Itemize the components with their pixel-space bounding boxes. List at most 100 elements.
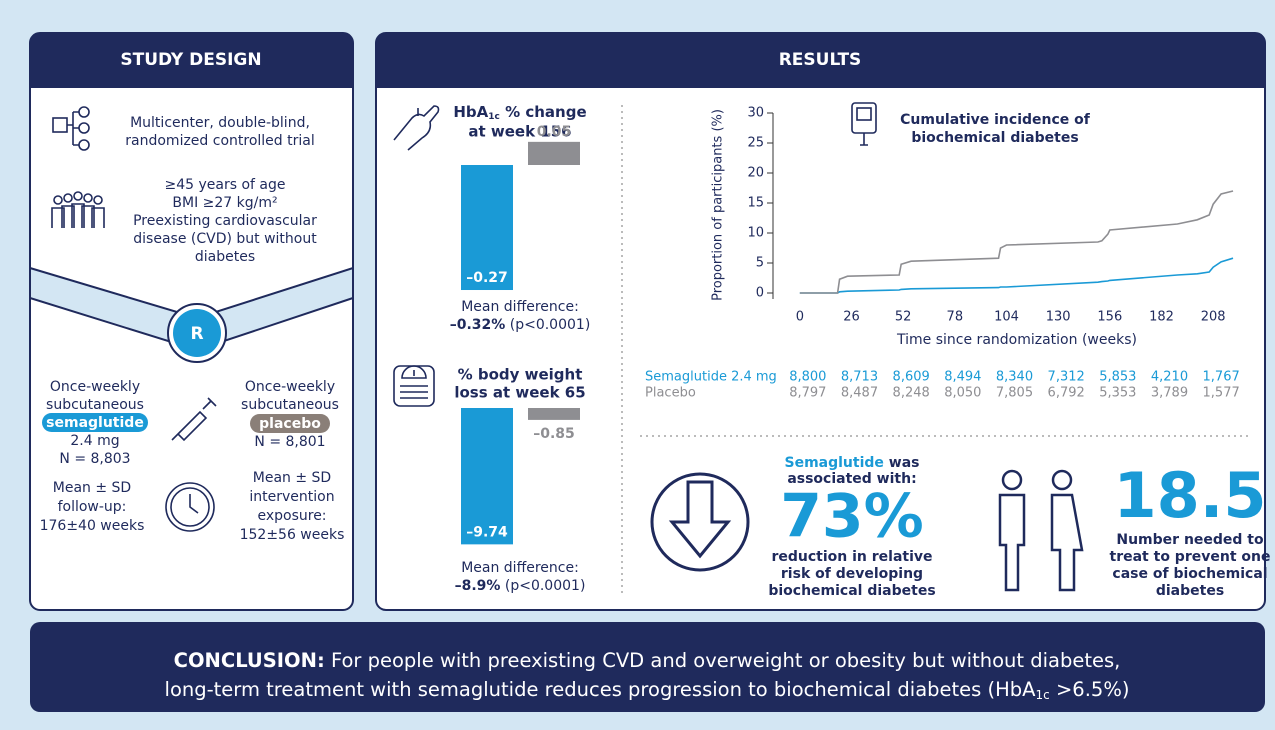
- y-axis-label: Proportion of participants (%): [711, 109, 726, 301]
- rr-desc: risk of developing: [781, 566, 923, 582]
- at-risk-name: Placebo: [645, 386, 696, 401]
- bar: [461, 165, 513, 291]
- study-title: STUDY DESIGN: [120, 50, 261, 70]
- x-tick-label: 208: [1201, 310, 1226, 325]
- placebo-pill: [250, 414, 330, 433]
- arm-text: subcutaneous: [241, 397, 339, 413]
- bar-title: HbA1c % change: [453, 103, 586, 122]
- bar-value-label: 0.05: [537, 124, 572, 140]
- scale-icon: [393, 365, 435, 407]
- line-title: biochemical diabetes: [911, 130, 1078, 146]
- at-risk-count: 8,800: [789, 370, 826, 385]
- at-risk-count: 8,713: [841, 370, 878, 385]
- conclusion-line: long-term treatment with semaglutide red…: [165, 678, 1130, 702]
- population-line: ≥45 years of age: [165, 177, 286, 193]
- population-line: diabetes: [195, 249, 255, 265]
- x-tick-label: 0: [796, 310, 804, 325]
- x-axis-label: Time since randomization (weeks): [896, 332, 1137, 348]
- arm-drug: placebo: [259, 416, 321, 432]
- arm-n: N = 8,803: [59, 451, 130, 467]
- x-tick-label: 156: [1097, 310, 1122, 325]
- bar-value-label: –0.85: [533, 426, 575, 442]
- x-tick-label: 78: [947, 310, 964, 325]
- nnt-desc: case of biochemical: [1112, 566, 1267, 582]
- bar-value-label: –0.27: [466, 270, 508, 286]
- arm-dose: 2.4 mg: [70, 433, 119, 449]
- mean-diff-label: Mean difference:: [461, 560, 579, 576]
- at-risk-count: 8,340: [996, 370, 1033, 385]
- follow-up: Mean ± SD: [53, 480, 131, 496]
- design-icon: [52, 106, 90, 151]
- bar-value-label: –9.74: [466, 524, 508, 540]
- follow-up: follow-up:: [58, 499, 127, 515]
- y-tick-label: 5: [756, 256, 764, 271]
- syringe-icon: [171, 397, 217, 442]
- at-risk-count: 8,797: [789, 386, 826, 401]
- nnt-value: 18.5: [1114, 459, 1267, 532]
- at-risk-count: 8,050: [944, 386, 981, 401]
- mean-diff: –0.32% (p<0.0001): [450, 317, 591, 333]
- at-risk-count: 1,767: [1203, 370, 1240, 385]
- arm-drug: semaglutide: [46, 415, 144, 431]
- y-tick-label: 10: [747, 226, 764, 241]
- randomization: R: [190, 324, 203, 344]
- at-risk-count: 6,792: [1048, 386, 1085, 401]
- bar-title: % body weight: [458, 366, 583, 384]
- rr-desc: biochemical diabetes: [768, 583, 935, 599]
- bar: [528, 408, 580, 420]
- y-tick-label: 15: [747, 196, 764, 211]
- rr-value: 73%: [780, 482, 924, 552]
- bar-title: at week 156: [468, 123, 571, 141]
- study-header: [30, 33, 353, 88]
- at-risk-count: 5,853: [1099, 370, 1136, 385]
- design-line: randomized controlled trial: [125, 133, 314, 149]
- bar-title: loss at week 65: [454, 384, 585, 402]
- people-pair-icon: [998, 469, 1084, 592]
- bar: [528, 141, 580, 165]
- rr-text: associated with:: [787, 471, 916, 487]
- arm-text: Once-weekly: [245, 379, 335, 395]
- people-icon: [51, 191, 105, 228]
- mean-diff: –8.9% (p<0.0001): [455, 578, 586, 594]
- meter-icon: [851, 102, 877, 146]
- y-tick-label: 25: [747, 136, 764, 151]
- at-risk-count: 7,312: [1048, 370, 1085, 385]
- at-risk-count: 3,789: [1151, 386, 1188, 401]
- y-tick-label: 0: [756, 286, 764, 301]
- results-title: RESULTS: [779, 50, 862, 70]
- x-tick-label: 52: [895, 310, 912, 325]
- results-header: [376, 33, 1265, 88]
- y-tick-label: 30: [747, 106, 764, 121]
- rr-text: Semaglutide was: [784, 455, 919, 471]
- follow-up: 176±40 weeks: [40, 518, 145, 534]
- x-tick-label: 182: [1149, 310, 1174, 325]
- at-risk-name: Semaglutide 2.4 mg: [645, 370, 777, 385]
- series-line: [799, 190, 1234, 294]
- line-title: Cumulative incidence of: [900, 112, 1091, 128]
- x-tick-label: 26: [843, 310, 860, 325]
- conclusion-line: CONCLUSION: For people with preexisting …: [174, 649, 1121, 672]
- mean-diff-label: Mean difference:: [461, 299, 579, 315]
- design-line: Multicenter, double-blind,: [130, 115, 310, 131]
- nnt-desc: treat to prevent one: [1110, 549, 1271, 565]
- x-tick-label: 104: [994, 310, 1019, 325]
- arm-n: N = 8,801: [254, 434, 325, 450]
- bar: [461, 408, 513, 545]
- at-risk-count: 5,353: [1099, 386, 1136, 401]
- rr-desc: reduction in relative: [771, 549, 932, 565]
- r-circle: [173, 309, 221, 357]
- exposure: intervention: [249, 489, 334, 505]
- arm-text: subcutaneous: [46, 397, 144, 413]
- drug-pill: [42, 413, 148, 432]
- at-risk-count: 4,210: [1151, 370, 1188, 385]
- nnt-desc: Number needed to: [1116, 532, 1264, 548]
- arm-text: Once-weekly: [50, 379, 140, 395]
- series-line: [799, 257, 1234, 294]
- x-tick-label: 130: [1046, 310, 1071, 325]
- down-arrow-icon: [650, 472, 750, 572]
- at-risk-count: 8,494: [944, 370, 981, 385]
- clock-icon: [165, 482, 215, 532]
- conclusion-box: [30, 622, 1265, 712]
